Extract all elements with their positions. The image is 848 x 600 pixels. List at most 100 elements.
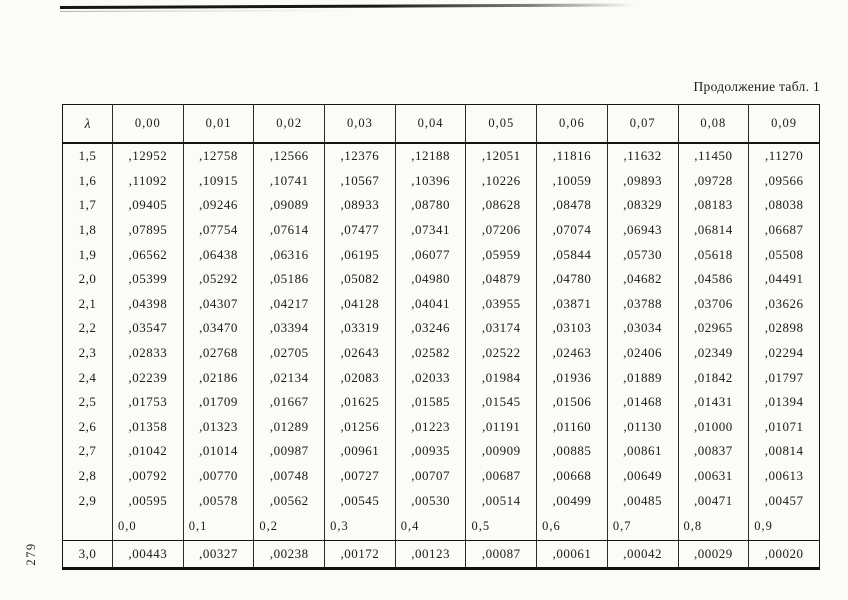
value-cell: ,01394 <box>748 389 820 415</box>
lambda-cell: 2,4 <box>78 369 97 385</box>
lambda-cell: 2,7 <box>78 443 97 459</box>
table-row: 2,1 ,04398,04307,04217,04128,04041,03955,… <box>63 291 820 317</box>
value-cell: ,01223 <box>394 414 466 440</box>
subheader-cell: 0,9 <box>748 512 820 541</box>
value-cell: ,02134 <box>253 365 325 390</box>
value-cell: ,02705 <box>253 340 325 366</box>
value-cell: ,00172 <box>324 540 396 569</box>
header-cell: 0,02 <box>253 104 325 144</box>
value-cell: ,05508 <box>748 242 820 267</box>
value-cell: ,00042 <box>606 540 678 569</box>
value-cell: ,11092 <box>112 168 184 194</box>
value-cell: ,10741 <box>253 168 325 194</box>
value-cell: ,04128 <box>324 291 396 317</box>
value-cell: ,01936 <box>536 365 608 390</box>
table-row: 2,8 ,00792,00770,00748,00727,00707,00687,… <box>63 463 820 489</box>
subheader-cell: 0,5 <box>465 512 537 541</box>
value-cell: ,04879 <box>465 266 537 292</box>
value-cell: ,12188 <box>394 143 466 169</box>
value-cell: ,08478 <box>536 193 608 218</box>
table-row: 2,4 ,02239,02186,02134,02083,02033,01984,… <box>63 365 820 390</box>
value-cell: ,01071 <box>748 414 820 440</box>
header-cell: 0,07 <box>606 104 678 144</box>
value-cell: ,00499 <box>536 488 608 513</box>
value-cell: ,00443 <box>112 540 184 569</box>
subheader-cell: 0,6 <box>536 512 608 541</box>
table-row: 1,5 ,12952,12758,12566,12376,12188,12051,… <box>63 143 820 169</box>
scan-top-rule-ghost <box>59 9 360 12</box>
value-cell: ,03174 <box>465 316 537 341</box>
table-caption: Продолжение табл. 1 <box>693 79 820 94</box>
header-cell: 0,09 <box>748 104 820 144</box>
value-cell: ,00961 <box>324 439 396 464</box>
value-cell: ,05186 <box>253 266 325 292</box>
data-table: λ 0,00 0,01 0,02 0,03 0,04 0,05 0,06 0,07 0,08 0,0… <box>62 104 820 570</box>
value-cell: ,01323 <box>182 414 254 440</box>
value-cell: ,03871 <box>536 291 608 317</box>
value-cell: ,08933 <box>324 193 396 218</box>
value-cell: ,09893 <box>606 168 678 194</box>
value-cell: ,00613 <box>748 463 820 489</box>
table-row: 2,0 ,05399,05292,05186,05082,04980,04879,… <box>63 266 820 292</box>
value-cell: ,09246 <box>182 193 254 218</box>
value-cell: ,00545 <box>324 488 396 513</box>
value-cell: ,02463 <box>536 340 608 366</box>
value-cell: ,02406 <box>606 340 678 366</box>
value-cell: ,10567 <box>324 168 396 194</box>
value-cell: ,00020 <box>748 540 820 569</box>
value-cell: ,06195 <box>324 242 396 267</box>
value-cell: ,01625 <box>324 389 396 415</box>
value-cell: ,06562 <box>112 242 184 267</box>
value-cell: ,01256 <box>324 414 396 440</box>
scan-top-rule <box>59 3 636 9</box>
value-cell: ,01842 <box>677 365 749 390</box>
value-cell: ,04491 <box>748 266 820 292</box>
value-cell: ,08038 <box>748 193 820 218</box>
table-row: 1,8 ,07895,07754,07614,07477,07341,07206,… <box>63 217 820 243</box>
value-cell: ,05959 <box>465 242 537 267</box>
value-cell: ,03319 <box>324 316 396 341</box>
header-cell-lambda: λ <box>62 104 113 144</box>
value-cell: ,03955 <box>465 291 537 317</box>
value-cell: ,03547 <box>112 316 184 341</box>
value-cell: ,00987 <box>253 439 325 464</box>
value-cell: ,03470 <box>182 316 254 341</box>
value-cell: ,00457 <box>748 488 820 513</box>
lambda-cell: 2,2 <box>78 320 97 336</box>
table-row: 2,7 ,01042,01014,00987,00961,00935,00909,… <box>63 439 820 464</box>
value-cell: ,07754 <box>182 217 254 243</box>
value-cell: ,00885 <box>536 439 608 464</box>
lambda-cell: 1,6 <box>78 172 97 188</box>
header-cell: 0,01 <box>182 104 254 144</box>
value-cell: ,00837 <box>677 439 749 464</box>
lambda-cell: 2,3 <box>78 345 97 361</box>
table-row: 1,6 ,11092,10915,10741,10567,10396,10226,… <box>63 168 820 194</box>
value-cell: ,06316 <box>253 242 325 267</box>
value-cell: ,00238 <box>253 540 325 569</box>
subheader-cell: 0,4 <box>394 512 466 541</box>
value-cell: ,02239 <box>112 365 184 390</box>
header-cell: 0,04 <box>394 104 466 144</box>
value-cell: ,05082 <box>324 266 396 292</box>
value-cell: ,04682 <box>606 266 678 292</box>
header-cell: 0,08 <box>677 104 749 144</box>
value-cell: ,03626 <box>748 291 820 317</box>
value-cell: ,04780 <box>536 266 608 292</box>
value-cell: ,04217 <box>253 291 325 317</box>
value-cell: ,09089 <box>253 193 325 218</box>
value-cell: ,01042 <box>112 439 184 464</box>
header-cell: 0,05 <box>465 104 537 144</box>
value-cell: ,00861 <box>606 439 678 464</box>
value-cell: ,12952 <box>112 143 184 169</box>
value-cell: ,09728 <box>677 168 749 194</box>
value-cell: ,08780 <box>394 193 466 218</box>
value-cell: ,00727 <box>324 463 396 489</box>
value-cell: ,00514 <box>465 488 537 513</box>
value-cell: ,00471 <box>677 488 749 513</box>
value-cell: ,03788 <box>606 291 678 317</box>
value-cell: ,03103 <box>536 316 608 341</box>
value-cell: ,01130 <box>606 414 678 440</box>
value-cell: ,02582 <box>394 340 466 366</box>
value-cell: ,00530 <box>394 488 466 513</box>
value-cell: ,02965 <box>677 316 749 341</box>
